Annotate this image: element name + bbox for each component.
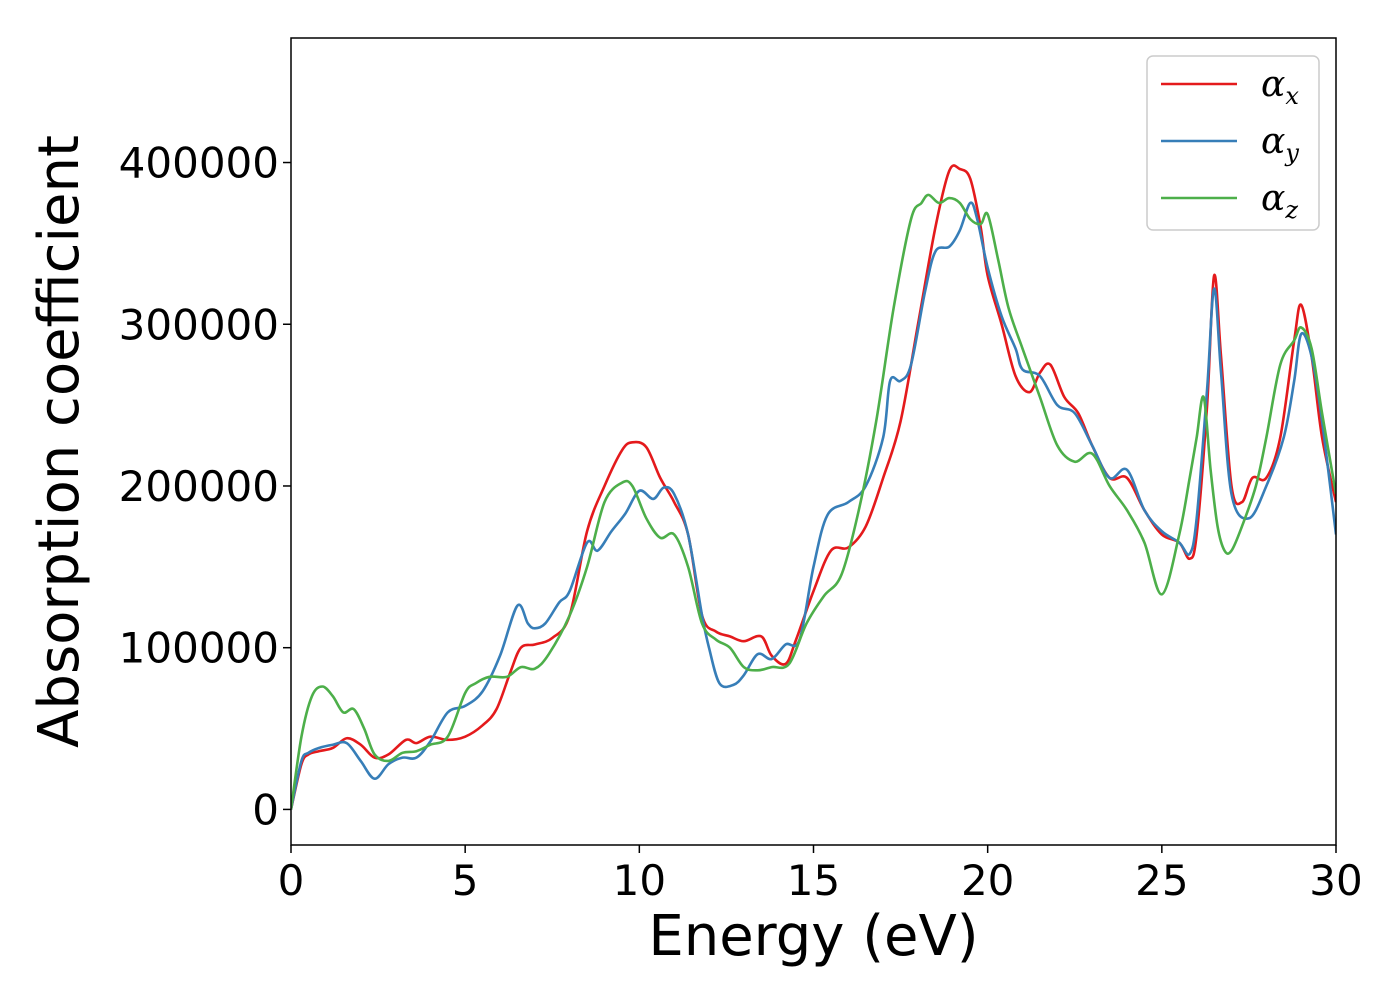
legend-label-base: α	[1261, 178, 1285, 219]
legend-label-sub: y	[1284, 139, 1299, 167]
x-axis-ticks: 0 5 10 15 20 25 30	[278, 845, 1363, 905]
x-tick-label: 20	[961, 856, 1014, 905]
y-tick-label: 400000	[119, 139, 279, 188]
legend-label-base: α	[1261, 121, 1285, 162]
y-tick-label: 300000	[119, 300, 279, 349]
y-tick-label: 100000	[119, 624, 279, 673]
x-tick-label: 25	[1135, 856, 1188, 905]
x-tick-label: 30	[1309, 856, 1362, 905]
series-line-z	[291, 193, 1336, 810]
y-axis-ticks: 0 100000 200000 300000 400000	[119, 139, 291, 834]
y-tick-label: 0	[252, 785, 279, 834]
legend-label-y: αy	[1261, 121, 1299, 167]
legend-label-sub: x	[1285, 82, 1299, 110]
legend-box	[1146, 55, 1320, 231]
legend-label-z: αz	[1261, 178, 1298, 224]
legend-label-sub: z	[1284, 196, 1298, 224]
x-tick-label: 15	[787, 856, 840, 905]
legend-label-base: α	[1261, 64, 1285, 105]
x-tick-label: 0	[278, 856, 305, 905]
x-tick-label: 5	[452, 856, 479, 905]
plot-lines	[291, 164, 1336, 810]
y-axis-title: Absorption coefficient	[27, 135, 92, 748]
x-tick-label: 10	[613, 856, 666, 905]
series-line-y	[291, 201, 1336, 810]
legend-label-x: αx	[1261, 64, 1299, 110]
y-tick-label: 200000	[119, 462, 279, 511]
x-axis-title: Energy (eV)	[648, 904, 978, 969]
